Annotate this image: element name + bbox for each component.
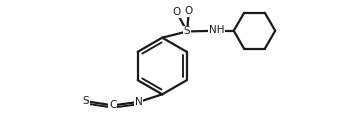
Text: O: O <box>185 6 193 16</box>
Text: S: S <box>184 26 190 36</box>
Text: N: N <box>135 97 143 107</box>
Text: O: O <box>173 7 181 17</box>
Text: S: S <box>83 96 89 106</box>
Text: C: C <box>109 100 117 110</box>
Text: NH: NH <box>209 25 224 35</box>
